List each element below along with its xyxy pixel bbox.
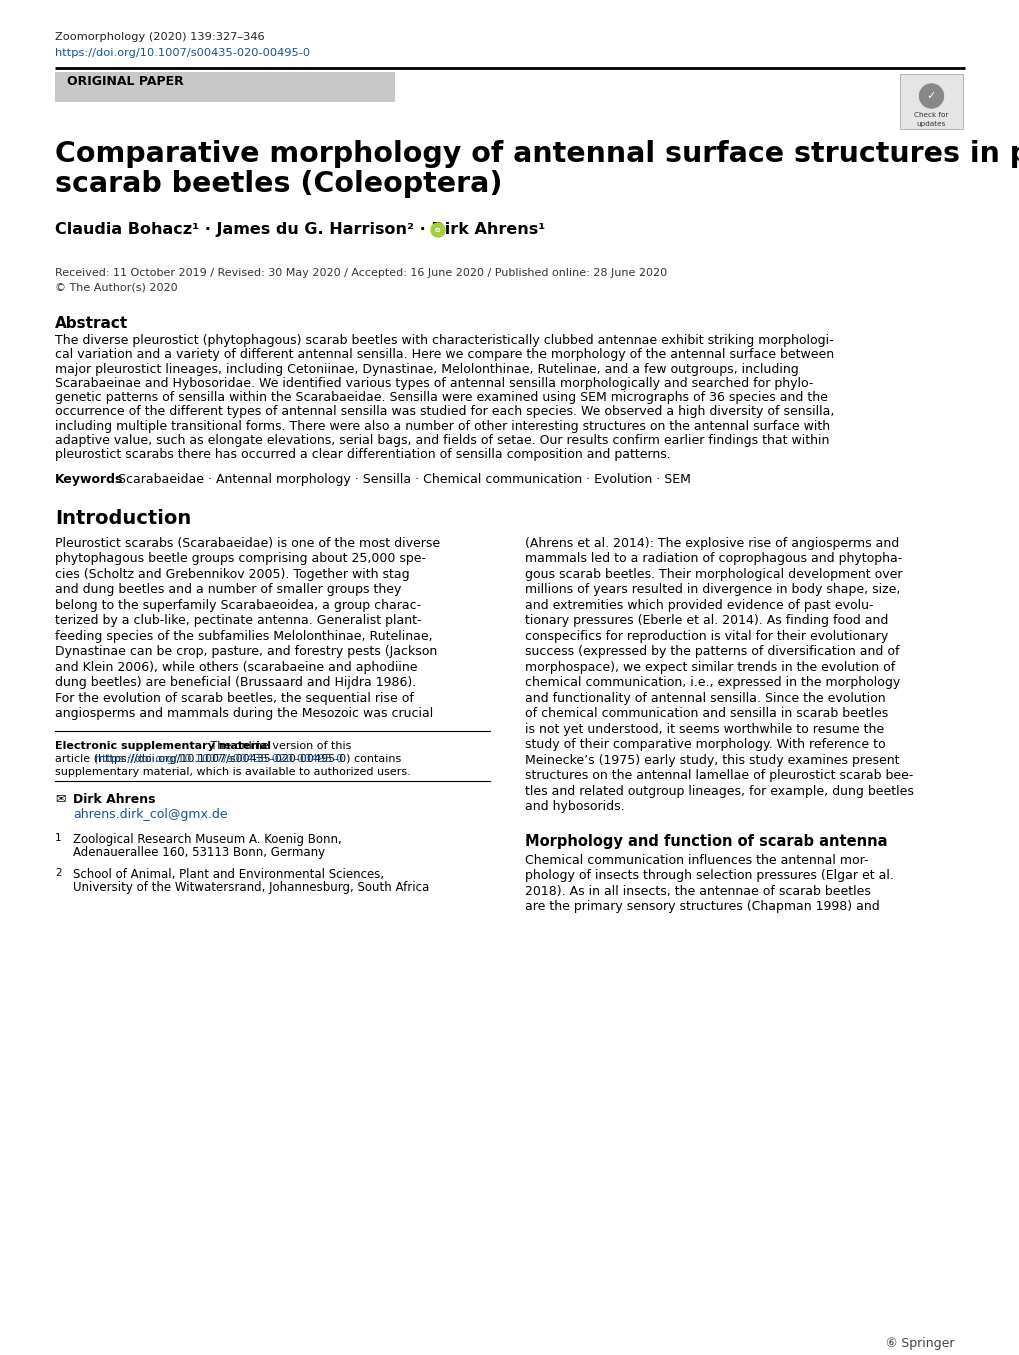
Text: tionary pressures (Eberle et al. 2014). As finding food and: tionary pressures (Eberle et al. 2014). … [525,614,888,627]
Text: Received: 11 October 2019 / Revised: 30 May 2020 / Accepted: 16 June 2020 / Publ: Received: 11 October 2019 / Revised: 30 … [55,268,666,278]
Text: tles and related outgroup lineages, for example, dung beetles: tles and related outgroup lineages, for … [525,785,913,798]
Text: scarab beetles (Coleoptera): scarab beetles (Coleoptera) [55,169,502,198]
Text: terized by a club-like, pectinate antenna. Generalist plant-: terized by a club-like, pectinate antenn… [55,614,421,627]
Text: Scarabaeidae · Antennal morphology · Sensilla · Chemical communication · Evoluti: Scarabaeidae · Antennal morphology · Sen… [118,473,690,485]
Text: Introduction: Introduction [55,508,192,527]
Text: success (expressed by the patterns of diversification and of: success (expressed by the patterns of di… [525,645,899,659]
Text: and hybosorids.: and hybosorids. [525,801,624,813]
Text: belong to the superfamily Scarabaeoidea, a group charac-: belong to the superfamily Scarabaeoidea,… [55,599,421,611]
Text: Chemical communication influences the antennal mor-: Chemical communication influences the an… [525,854,867,867]
Text: Scarabaeinae and Hybosoridae. We identified various types of antennal sensilla m: Scarabaeinae and Hybosoridae. We identif… [55,377,812,390]
Text: Comparative morphology of antennal surface structures in pleurostict: Comparative morphology of antennal surfa… [55,140,1019,168]
Text: is not yet understood, it seems worthwhile to resume the: is not yet understood, it seems worthwhi… [525,722,883,736]
Text: The online version of this: The online version of this [207,741,351,751]
Text: phology of insects through selection pressures (Elgar et al.: phology of insects through selection pre… [525,869,893,882]
Text: and Klein 2006), while others (scarabaeine and aphodiine: and Klein 2006), while others (scarabaei… [55,661,417,673]
Text: © The Author(s) 2020: © The Author(s) 2020 [55,282,177,291]
Text: and dung beetles and a number of smaller groups they: and dung beetles and a number of smaller… [55,583,401,596]
Text: morphospace), we expect similar trends in the evolution of: morphospace), we expect similar trends i… [525,661,895,673]
Text: ✉: ✉ [55,793,65,806]
Text: millions of years resulted in divergence in body shape, size,: millions of years resulted in divergence… [525,583,900,596]
Text: cies (Scholtz and Grebennikov 2005). Together with stag: cies (Scholtz and Grebennikov 2005). Tog… [55,568,410,581]
Text: pleurostict scarabs there has occurred a clear differentiation of sensilla compo: pleurostict scarabs there has occurred a… [55,449,671,462]
Text: dung beetles) are beneficial (Brussaard and Hijdra 1986).: dung beetles) are beneficial (Brussaard … [55,676,416,690]
Text: ⑥ Springer: ⑥ Springer [886,1337,954,1350]
Text: Zoomorphology (2020) 139:327–346: Zoomorphology (2020) 139:327–346 [55,33,264,42]
Text: major pleurostict lineages, including Cetoniinae, Dynastinae, Melolonthinae, Rut: major pleurostict lineages, including Ce… [55,363,798,375]
Text: Abstract: Abstract [55,316,128,331]
Text: gous scarab beetles. Their morphological development over: gous scarab beetles. Their morphological… [525,568,902,581]
Text: School of Animal, Plant and Environmental Sciences,: School of Animal, Plant and Environmenta… [73,867,384,881]
Text: ahrens.dirk_col@gmx.de: ahrens.dirk_col@gmx.de [73,808,227,821]
Text: conspecifics for reproduction is vital for their evolutionary: conspecifics for reproduction is vital f… [525,630,888,642]
Text: University of the Witwatersrand, Johannesburg, South Africa: University of the Witwatersrand, Johanne… [73,881,429,894]
Text: Pleurostict scarabs (Scarabaeidae) is one of the most diverse: Pleurostict scarabs (Scarabaeidae) is on… [55,537,439,550]
Circle shape [918,84,943,108]
Text: 1: 1 [55,833,61,843]
Text: genetic patterns of sensilla within the Scarabaeidae. Sensilla were examined usi: genetic patterns of sensilla within the … [55,392,827,404]
Text: Claudia Bohacz¹ · James du G. Harrison² · Dirk Ahrens¹: Claudia Bohacz¹ · James du G. Harrison² … [55,222,545,237]
Text: https://doi.org/10.1007/s00435-020-00495-0: https://doi.org/10.1007/s00435-020-00495… [95,753,342,764]
Text: (Ahrens et al. 2014): The explosive rise of angiosperms and: (Ahrens et al. 2014): The explosive rise… [525,537,899,550]
Text: and extremities which provided evidence of past evolu-: and extremities which provided evidence … [525,599,872,611]
Text: Electronic supplementary material: Electronic supplementary material [55,741,271,751]
Text: Morphology and function of scarab antenna: Morphology and function of scarab antenn… [525,833,887,848]
Bar [55,72,394,102]
Text: For the evolution of scarab beetles, the sequential rise of: For the evolution of scarab beetles, the… [55,691,414,705]
Text: Meinecke’s (1975) early study, this study examines present: Meinecke’s (1975) early study, this stud… [525,753,899,767]
Circle shape [431,224,444,237]
Text: updates: updates [916,121,946,127]
Bar [899,75,962,129]
Text: Zoological Research Museum A. Koenig Bonn,: Zoological Research Museum A. Koenig Bon… [73,833,341,846]
Text: Check for: Check for [913,112,948,118]
Text: angiosperms and mammals during the Mesozoic was crucial: angiosperms and mammals during the Mesoz… [55,707,433,721]
Text: ORIGINAL PAPER: ORIGINAL PAPER [67,75,183,88]
Text: Adenauerallee 160, 53113 Bonn, Germany: Adenauerallee 160, 53113 Bonn, Germany [73,846,325,859]
Text: and functionality of antennal sensilla. Since the evolution: and functionality of antennal sensilla. … [525,691,884,705]
Text: feeding species of the subfamilies Melolonthinae, Rutelinae,: feeding species of the subfamilies Melol… [55,630,432,642]
Text: 2018). As in all insects, the antennae of scarab beetles: 2018). As in all insects, the antennae o… [525,885,870,898]
Text: The diverse pleurostict (phytophagous) scarab beetles with characteristically cl: The diverse pleurostict (phytophagous) s… [55,333,833,347]
Text: adaptive value, such as elongate elevations, serial bags, and fields of setae. O: adaptive value, such as elongate elevati… [55,434,828,447]
Text: mammals led to a radiation of coprophagous and phytopha-: mammals led to a radiation of coprophago… [525,553,902,565]
Text: https://doi.org/10.1007/s00435-020-00495-0: https://doi.org/10.1007/s00435-020-00495… [55,47,310,58]
Text: are the primary sensory structures (Chapman 1998) and: are the primary sensory structures (Chap… [525,900,878,913]
Text: including multiple transitional forms. There were also a number of other interes: including multiple transitional forms. T… [55,420,829,432]
Text: iD: iD [434,228,441,233]
Text: cal variation and a variety of different antennal sensilla. Here we compare the : cal variation and a variety of different… [55,348,834,362]
Text: occurrence of the different types of antennal sensilla was studied for each spec: occurrence of the different types of ant… [55,405,834,419]
Text: study of their comparative morphology. With reference to: study of their comparative morphology. W… [525,738,884,751]
Text: supplementary material, which is available to authorized users.: supplementary material, which is availab… [55,767,411,776]
Text: article (https://doi.org/10.1007/s00435-020-00495-0) contains: article (https://doi.org/10.1007/s00435-… [55,753,400,764]
Text: Dirk Ahrens: Dirk Ahrens [73,793,155,806]
Text: Keywords: Keywords [55,473,123,485]
Text: ✓: ✓ [926,91,935,102]
Text: Dynastinae can be crop, pasture, and forestry pests (Jackson: Dynastinae can be crop, pasture, and for… [55,645,437,659]
Text: of chemical communication and sensilla in scarab beetles: of chemical communication and sensilla i… [525,707,888,721]
Text: structures on the antennal lamellae of pleurostict scarab bee-: structures on the antennal lamellae of p… [525,770,912,782]
Text: chemical communication, i.e., expressed in the morphology: chemical communication, i.e., expressed … [525,676,900,690]
Text: phytophagous beetle groups comprising about 25,000 spe-: phytophagous beetle groups comprising ab… [55,553,426,565]
Text: 2: 2 [55,867,61,878]
